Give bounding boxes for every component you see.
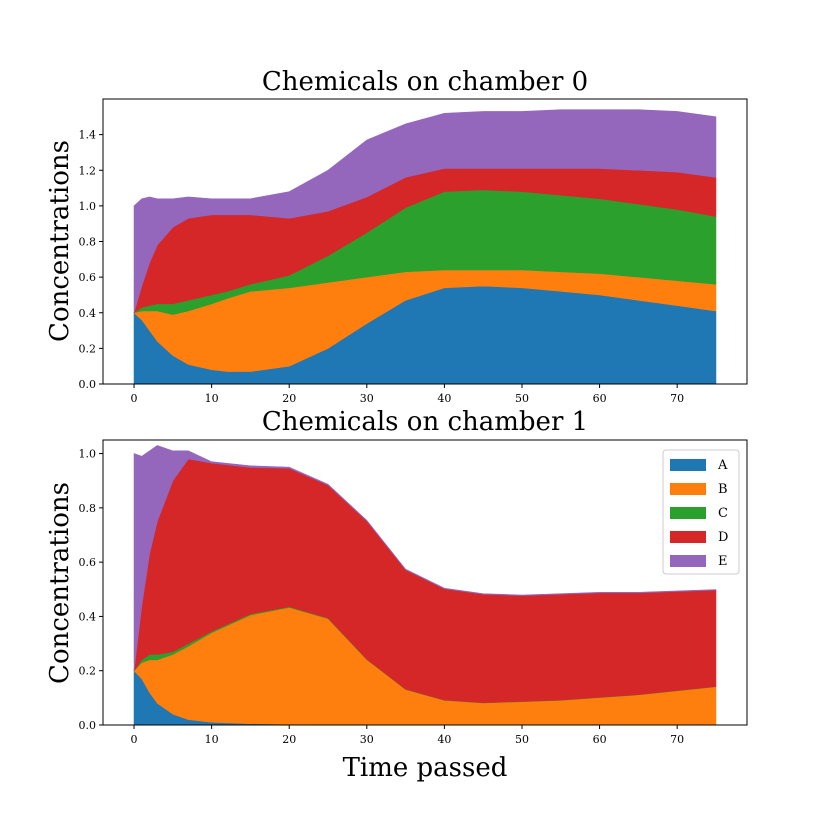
legend-swatch-d	[670, 531, 706, 543]
chart-1-x-tick-label: 0	[131, 733, 138, 746]
legend-label-e: E	[718, 554, 728, 569]
chart-1-y-tick-label: 0.6	[79, 556, 97, 569]
chart-1-y-ticks: 0.0 0.2 0.4 0.6 0.8 1.0	[79, 448, 103, 732]
chart-chamber-0: Chemicals on chamber 0 0 10 20 30 40 50 60 70 0…	[45, 67, 748, 405]
legend-label-c: C	[718, 506, 728, 521]
legend-swatch-c	[670, 507, 706, 519]
chart-0-frame	[102, 98, 748, 385]
chart-1-y-tick-label: 0.4	[79, 610, 97, 623]
chart-1-x-ticks: 0 10 20 30 40 50 60 70	[131, 725, 684, 746]
chart-1-x-tick-label: 50	[515, 733, 529, 746]
chart-chamber-1: Chemicals on chamber 1 0 10 20 30 40 50 60 70 0…	[45, 407, 748, 783]
legend-label-a: A	[717, 458, 728, 473]
chart-0-x-tick-label: 70	[670, 392, 684, 405]
chart-0-x-tick-label: 0	[131, 392, 138, 405]
chart-1-x-tick-label: 10	[205, 733, 219, 746]
chart-1-x-tick-label: 20	[282, 733, 296, 746]
legend-swatch-b	[670, 483, 706, 495]
chart-0-y-tick-label: 0.2	[79, 342, 97, 355]
chart-1-ylabel: Concentrations	[45, 482, 75, 684]
chart-0-title: Chemicals on chamber 0	[262, 67, 588, 97]
chart-0-y-tick-label: 1.4	[79, 129, 97, 142]
chart-0-y-tick-label: 0.6	[79, 271, 97, 284]
chart-0-x-tick-label: 50	[515, 392, 529, 405]
chart-0-x-tick-label: 60	[593, 392, 607, 405]
chart-0-areas	[133, 109, 717, 385]
chart-1-x-tick-label: 40	[437, 733, 451, 746]
chart-0-y-tick-label: 1.2	[79, 164, 97, 177]
chart-0-y-tick-label: 0.4	[79, 307, 97, 320]
chart-0-y-tick-label: 0.0	[79, 378, 97, 391]
chart-0-y-ticks: 0.0 0.2 0.4 0.6 0.8 1.0 1.2 1.4	[79, 129, 103, 391]
chart-1-y-tick-label: 1.0	[79, 448, 97, 461]
legend-swatch-a	[670, 459, 706, 471]
chart-0-x-tick-label: 10	[205, 392, 219, 405]
chart-0-x-tick-label: 20	[282, 392, 296, 405]
chart-0-y-tick-label: 1.0	[79, 200, 97, 213]
chart-0-x-tick-label: 30	[360, 392, 374, 405]
chart-1-y-tick-label: 0.2	[79, 665, 97, 678]
chart-1-y-tick-label: 0.0	[79, 719, 97, 732]
chart-1-x-tick-label: 30	[360, 733, 374, 746]
chart-1-area-e	[133, 445, 717, 671]
chart-1-title: Chemicals on chamber 1	[262, 407, 588, 437]
legend-label-d: D	[718, 530, 728, 545]
legend-label-b: B	[718, 482, 728, 497]
chart-0-y-tick-label: 0.8	[79, 236, 97, 249]
chart-1-xlabel: Time passed	[343, 753, 508, 783]
legend-swatch-e	[670, 555, 706, 567]
chart-0-area-e	[133, 109, 717, 313]
chart-1-y-tick-label: 0.8	[79, 502, 97, 515]
chart-1-x-tick-label: 70	[670, 733, 684, 746]
chart-0-x-tick-label: 40	[437, 392, 451, 405]
chart-1-frame	[102, 439, 748, 726]
chart-1-areas	[133, 445, 717, 726]
chart-1-x-tick-label: 60	[593, 733, 607, 746]
chart-0-x-ticks: 0 10 20 30 40 50 60 70	[131, 384, 684, 405]
chart-0-ylabel: Concentrations	[45, 140, 75, 342]
